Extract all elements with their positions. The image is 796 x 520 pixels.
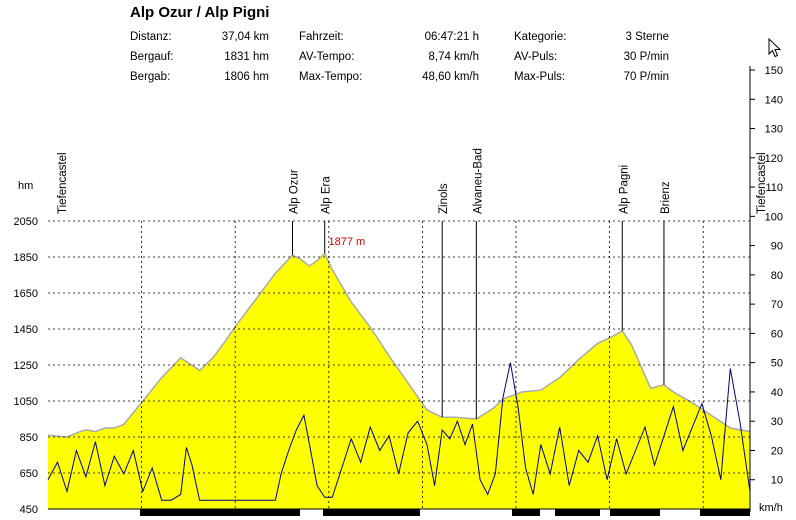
stat-label-distanz: Distanz: xyxy=(130,31,172,43)
stat-label-max-puls: Max-Puls: xyxy=(514,71,566,83)
right-tick-label: 20 xyxy=(771,445,783,457)
stat-value-bergab: 1806 hm xyxy=(224,71,269,83)
left-tick-label: 450 xyxy=(20,504,38,516)
left-tick-label: 2050 xyxy=(14,216,38,228)
stat-label-av-tempo: AV-Tempo: xyxy=(299,51,355,63)
peak-elevation-label: 1877 m xyxy=(328,236,365,248)
stop-bar xyxy=(555,509,600,516)
waypoint-label: Tiefencastel xyxy=(756,152,768,214)
mouse-pointer-icon xyxy=(768,38,782,58)
waypoint-label: Zinols xyxy=(438,183,450,214)
right-tick-label: 90 xyxy=(771,241,783,253)
right-tick-label: 40 xyxy=(771,387,783,399)
stat-label-bergab: Bergab: xyxy=(130,71,171,83)
right-tick-label: 50 xyxy=(771,358,783,370)
left-tick-label: 850 xyxy=(20,432,38,444)
waypoint-label: Alp Era xyxy=(321,176,333,214)
right-axis-label: km/h xyxy=(759,502,783,514)
stat-value-max-puls: 70 P/min xyxy=(623,71,669,83)
elevation-line xyxy=(47,252,751,438)
stat-label-kategorie: Kategorie: xyxy=(514,31,567,43)
right-tick-label: 100 xyxy=(765,211,783,223)
left-tick-label: 1450 xyxy=(14,324,38,336)
stat-label-bergauf: Bergauf: xyxy=(130,51,174,63)
waypoint-label: Brienz xyxy=(660,181,672,214)
left-tick-label: 1250 xyxy=(14,360,38,372)
stop-bar xyxy=(700,509,750,516)
stat-label-fahrzeit: Fahrzeit: xyxy=(299,31,344,43)
stat-value-distanz: 37,04 km xyxy=(221,31,269,43)
stat-value-av-tempo: 8,74 km/h xyxy=(428,51,480,63)
stop-bar xyxy=(610,509,660,516)
right-tick-label: 150 xyxy=(765,65,783,77)
right-tick-label: 30 xyxy=(771,416,783,428)
chart-title: Alp Ozur / Alp Pigni xyxy=(130,4,270,21)
right-tick-label: 80 xyxy=(771,270,783,282)
stat-label-max-tempo: Max-Tempo: xyxy=(299,71,363,83)
right-tick-label: 130 xyxy=(765,124,783,136)
stat-value-fahrzeit: 06:47:21 h xyxy=(424,31,479,43)
right-tick-label: 110 xyxy=(765,182,783,194)
speed-line xyxy=(47,362,751,501)
left-tick-label: 1850 xyxy=(14,252,38,264)
right-tick-label: 70 xyxy=(771,299,783,311)
waypoint-label: Alp Pagni xyxy=(618,165,630,214)
stop-bar xyxy=(512,509,540,516)
stat-value-kategorie: 3 Sterne xyxy=(625,31,669,43)
left-tick-label: 650 xyxy=(20,468,38,480)
left-tick-label: 1050 xyxy=(14,396,38,408)
stat-value-bergauf: 1831 hm xyxy=(224,51,269,63)
stop-bar xyxy=(323,509,420,516)
waypoint-label: Tiefencastel xyxy=(57,152,69,214)
right-tick-label: 120 xyxy=(765,153,783,165)
left-axis-label: hm xyxy=(18,180,33,192)
elevation-area xyxy=(48,253,750,509)
stat-value-max-tempo: 48,60 km/h xyxy=(422,71,479,83)
right-tick-label: 140 xyxy=(765,94,783,106)
left-tick-label: 1650 xyxy=(14,288,38,300)
right-tick-label: 60 xyxy=(771,328,783,340)
stat-label-av-puls: AV-Puls: xyxy=(514,51,558,63)
right-tick-label: 10 xyxy=(771,475,783,487)
waypoint-label: Alp Ozur xyxy=(288,169,300,214)
waypoint-label: Alvaneu-Bad xyxy=(472,148,484,214)
stat-value-av-puls: 30 P/min xyxy=(623,51,669,63)
stop-bar xyxy=(140,509,300,516)
